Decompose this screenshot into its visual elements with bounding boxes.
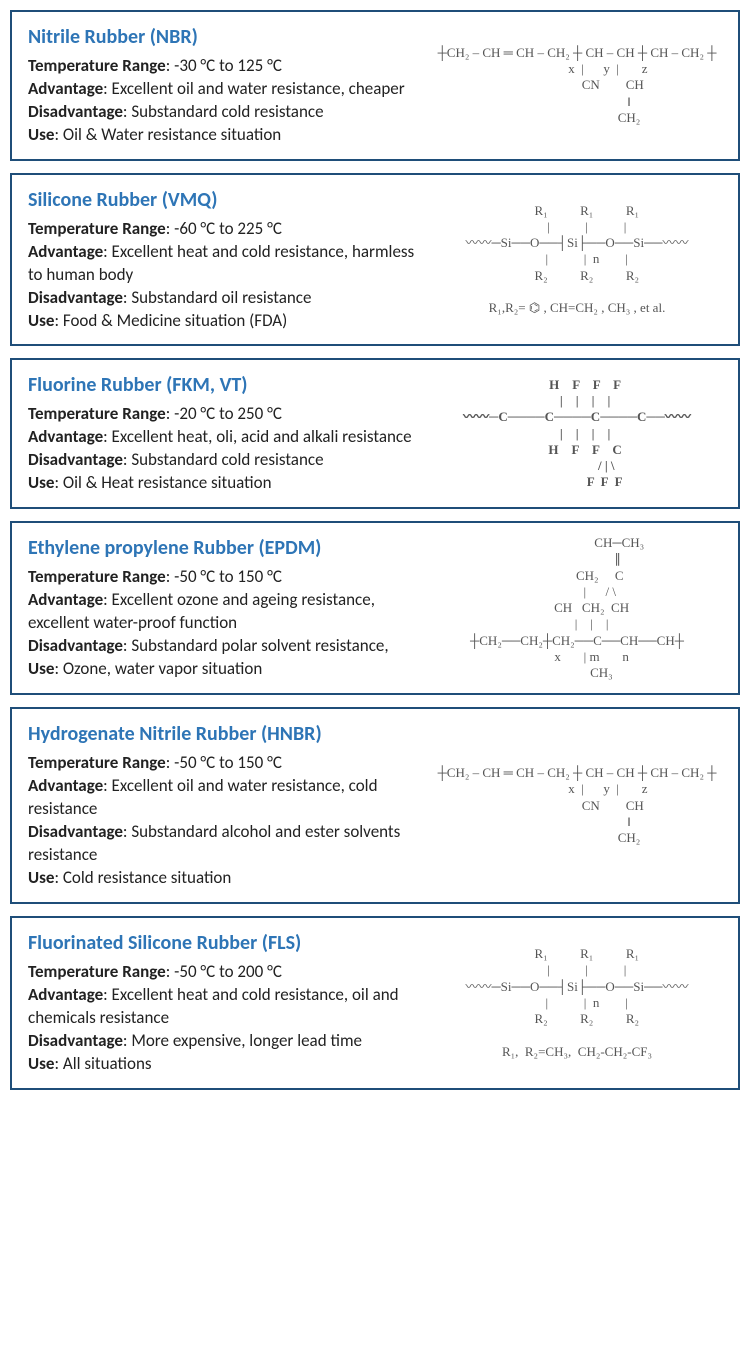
prop-dis: Disadvantage: More expensive, longer lea… <box>28 1030 422 1053</box>
label-temp: Temperature Range <box>28 55 166 76</box>
label-dis: Disadvantage <box>28 287 123 308</box>
value-temp: -30 °C to 125 °C <box>174 55 282 76</box>
rubber-title: Silicone Rubber (VMQ) <box>28 187 422 214</box>
label-adv: Advantage <box>28 589 103 610</box>
value-use: Cold resistance situation <box>63 867 231 888</box>
value-dis: Substandard cold resistance <box>131 449 323 470</box>
rubber-card: Fluorinated Silicone Rubber (FLS) Tempera… <box>10 916 740 1090</box>
prop-temp: Temperature Range: -30 °C to 125 °C <box>28 55 422 78</box>
label-temp: Temperature Range <box>28 566 166 587</box>
label-use: Use <box>28 658 54 679</box>
chemical-structure-diagram: H F F F | | | | 〰〰─C────C────C────C──〰〰 … <box>432 372 722 495</box>
label-use: Use <box>28 124 54 145</box>
label-use: Use <box>28 310 54 331</box>
prop-temp: Temperature Range: -20 °C to 250 °C <box>28 403 422 426</box>
value-temp: -50 °C to 150 °C <box>174 566 282 587</box>
value-dis: Substandard polar solvent resistance, <box>131 635 388 656</box>
label-adv: Advantage <box>28 241 103 262</box>
prop-use: Use: Oil & Water resistance situation <box>28 124 422 147</box>
prop-adv: Advantage: Excellent heat and cold resis… <box>28 984 422 1030</box>
card-text-column: Fluorinated Silicone Rubber (FLS) Tempera… <box>28 930 422 1076</box>
value-temp: -50 °C to 150 °C <box>174 752 282 773</box>
rubber-card: Fluorine Rubber (FKM, VT) Temperature Ran… <box>10 358 740 509</box>
label-temp: Temperature Range <box>28 752 166 773</box>
prop-adv: Advantage: Excellent ozone and ageing re… <box>28 589 422 635</box>
chemical-structure-diagram: ┼CH₂ – CH ═ CH – CH₂ ┼ CH – CH ┼ CH – CH… <box>432 24 722 147</box>
value-dis: Substandard cold resistance <box>131 101 323 122</box>
prop-temp: Temperature Range: -50 °C to 150 °C <box>28 566 422 589</box>
chemical-structure-diagram: R₁ R₁ R₁ | | | 〰〰─Si──O──┤Si├──O──Si──〰〰… <box>432 187 722 333</box>
label-adv: Advantage <box>28 426 103 447</box>
value-temp: -20 °C to 250 °C <box>174 403 282 424</box>
prop-dis: Disadvantage: Substandard cold resistanc… <box>28 101 422 124</box>
rubber-card: Hydrogenate Nitrile Rubber (HNBR) Tempera… <box>10 707 740 904</box>
card-text-column: Ethylene propylene Rubber (EPDM) Temperat… <box>28 535 422 681</box>
label-use: Use <box>28 472 54 493</box>
value-dis: More expensive, longer lead time <box>131 1030 362 1051</box>
prop-temp: Temperature Range: -50 °C to 200 °C <box>28 961 422 984</box>
value-use: Oil & Water resistance situation <box>63 124 281 145</box>
label-use: Use <box>28 1053 54 1074</box>
value-use: Oil & Heat resistance situation <box>63 472 272 493</box>
label-adv: Advantage <box>28 78 103 99</box>
value-use: All situations <box>63 1053 152 1074</box>
label-dis: Disadvantage <box>28 449 123 470</box>
value-temp: -50 °C to 200 °C <box>174 961 282 982</box>
value-use: Food & Medicine situation (FDA) <box>63 310 287 331</box>
label-dis: Disadvantage <box>28 821 123 842</box>
prop-adv: Advantage: Excellent heat and cold resis… <box>28 241 422 287</box>
card-text-column: Silicone Rubber (VMQ) Temperature Range: … <box>28 187 422 333</box>
prop-dis: Disadvantage: Substandard polar solvent … <box>28 635 422 658</box>
prop-use: Use: Oil & Heat resistance situation <box>28 472 422 495</box>
chemical-structure-diagram: CH─CH₃ ∥ CH₂ C | / \ CH CH₂ CH | | | ┼CH… <box>432 535 722 681</box>
value-use: Ozone, water vapor situation <box>63 658 262 679</box>
label-adv: Advantage <box>28 775 103 796</box>
label-use: Use <box>28 867 54 888</box>
prop-temp: Temperature Range: -50 °C to 150 °C <box>28 752 422 775</box>
label-temp: Temperature Range <box>28 218 166 239</box>
prop-adv: Advantage: Excellent oil and water resis… <box>28 78 422 101</box>
rubber-title: Fluorinated Silicone Rubber (FLS) <box>28 930 422 957</box>
chemical-structure-diagram: ┼CH₂ – CH ═ CH – CH₂ ┼ CH – CH ┼ CH – CH… <box>432 721 722 890</box>
rubber-card: Silicone Rubber (VMQ) Temperature Range: … <box>10 173 740 347</box>
card-text-column: Fluorine Rubber (FKM, VT) Temperature Ran… <box>28 372 422 495</box>
rubber-title: Hydrogenate Nitrile Rubber (HNBR) <box>28 721 422 748</box>
card-text-column: Hydrogenate Nitrile Rubber (HNBR) Tempera… <box>28 721 422 890</box>
prop-use: Use: All situations <box>28 1053 422 1076</box>
rubber-card: Ethylene propylene Rubber (EPDM) Temperat… <box>10 521 740 695</box>
label-dis: Disadvantage <box>28 1030 123 1051</box>
prop-adv: Advantage: Excellent heat, oli, acid and… <box>28 426 422 449</box>
label-dis: Disadvantage <box>28 101 123 122</box>
value-temp: -60 °C to 225 °C <box>174 218 282 239</box>
prop-adv: Advantage: Excellent oil and water resis… <box>28 775 422 821</box>
card-text-column: Nitrile Rubber (NBR) Temperature Range: -… <box>28 24 422 147</box>
chemical-structure-diagram: R₁ R₁ R₁ | | | 〰〰─Si──O──┤Si├──O──Si──〰〰… <box>432 930 722 1076</box>
rubber-title: Ethylene propylene Rubber (EPDM) <box>28 535 422 562</box>
prop-use: Use: Food & Medicine situation (FDA) <box>28 310 422 333</box>
rubber-card: Nitrile Rubber (NBR) Temperature Range: -… <box>10 10 740 161</box>
prop-dis: Disadvantage: Substandard oil resistance <box>28 287 422 310</box>
rubber-title: Nitrile Rubber (NBR) <box>28 24 422 51</box>
label-temp: Temperature Range <box>28 961 166 982</box>
value-adv: Excellent oil and water resistance, chea… <box>112 78 405 99</box>
label-temp: Temperature Range <box>28 403 166 424</box>
value-adv: Excellent heat, oli, acid and alkali res… <box>112 426 412 447</box>
rubber-title: Fluorine Rubber (FKM, VT) <box>28 372 422 399</box>
prop-dis: Disadvantage: Substandard cold resistanc… <box>28 449 422 472</box>
prop-use: Use: Cold resistance situation <box>28 867 422 890</box>
prop-use: Use: Ozone, water vapor situation <box>28 658 422 681</box>
prop-temp: Temperature Range: -60 °C to 225 °C <box>28 218 422 241</box>
label-adv: Advantage <box>28 984 103 1005</box>
value-dis: Substandard oil resistance <box>131 287 311 308</box>
prop-dis: Disadvantage: Substandard alcohol and es… <box>28 821 422 867</box>
label-dis: Disadvantage <box>28 635 123 656</box>
